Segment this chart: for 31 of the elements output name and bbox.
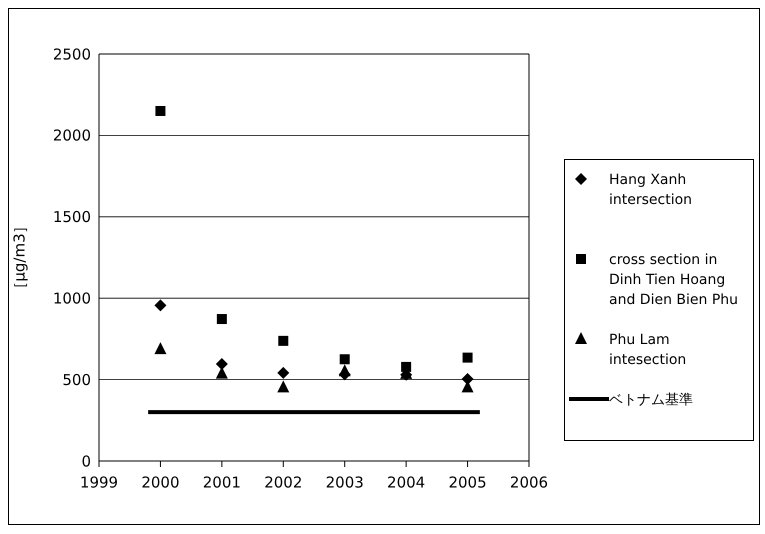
point — [340, 354, 350, 364]
point — [462, 352, 473, 363]
x-tick-label: 1999 — [80, 474, 118, 492]
point — [154, 299, 166, 312]
point — [278, 336, 288, 346]
point — [277, 380, 290, 392]
y-axis-title: ［μg/m3］ — [10, 218, 28, 297]
x-tick-label: 2001 — [202, 474, 241, 492]
legend-label: ベトナム基準 — [609, 391, 693, 410]
y-tick-label: 0 — [81, 452, 91, 470]
x-tick-label: 2002 — [264, 474, 302, 492]
y-tick-label: 2000 — [52, 126, 91, 145]
point — [462, 372, 474, 385]
legend-label: Hang Xanh intersection — [609, 171, 694, 210]
y-tick-label: 1500 — [52, 208, 91, 226]
point — [155, 106, 166, 116]
y-tick-label: 2500 — [52, 45, 91, 64]
point — [277, 366, 290, 379]
point — [338, 364, 351, 376]
x-tick-label: 2004 — [387, 474, 426, 492]
point — [216, 358, 228, 370]
x-tick-label: 2005 — [448, 474, 487, 492]
point — [216, 314, 227, 324]
x-tick-label: 2006 — [510, 474, 548, 492]
y-tick-label: 1000 — [52, 290, 91, 308]
x-tick-label: 2003 — [326, 474, 364, 492]
legend-label: cross section in Dinh Tien Hoang and Dien Bien Phu — [609, 251, 740, 310]
y-tick-label: 500 — [62, 370, 91, 389]
point — [154, 342, 166, 354]
legend-label: Phu Lam intesection — [609, 331, 688, 370]
x-tick-label: 2000 — [141, 474, 180, 492]
